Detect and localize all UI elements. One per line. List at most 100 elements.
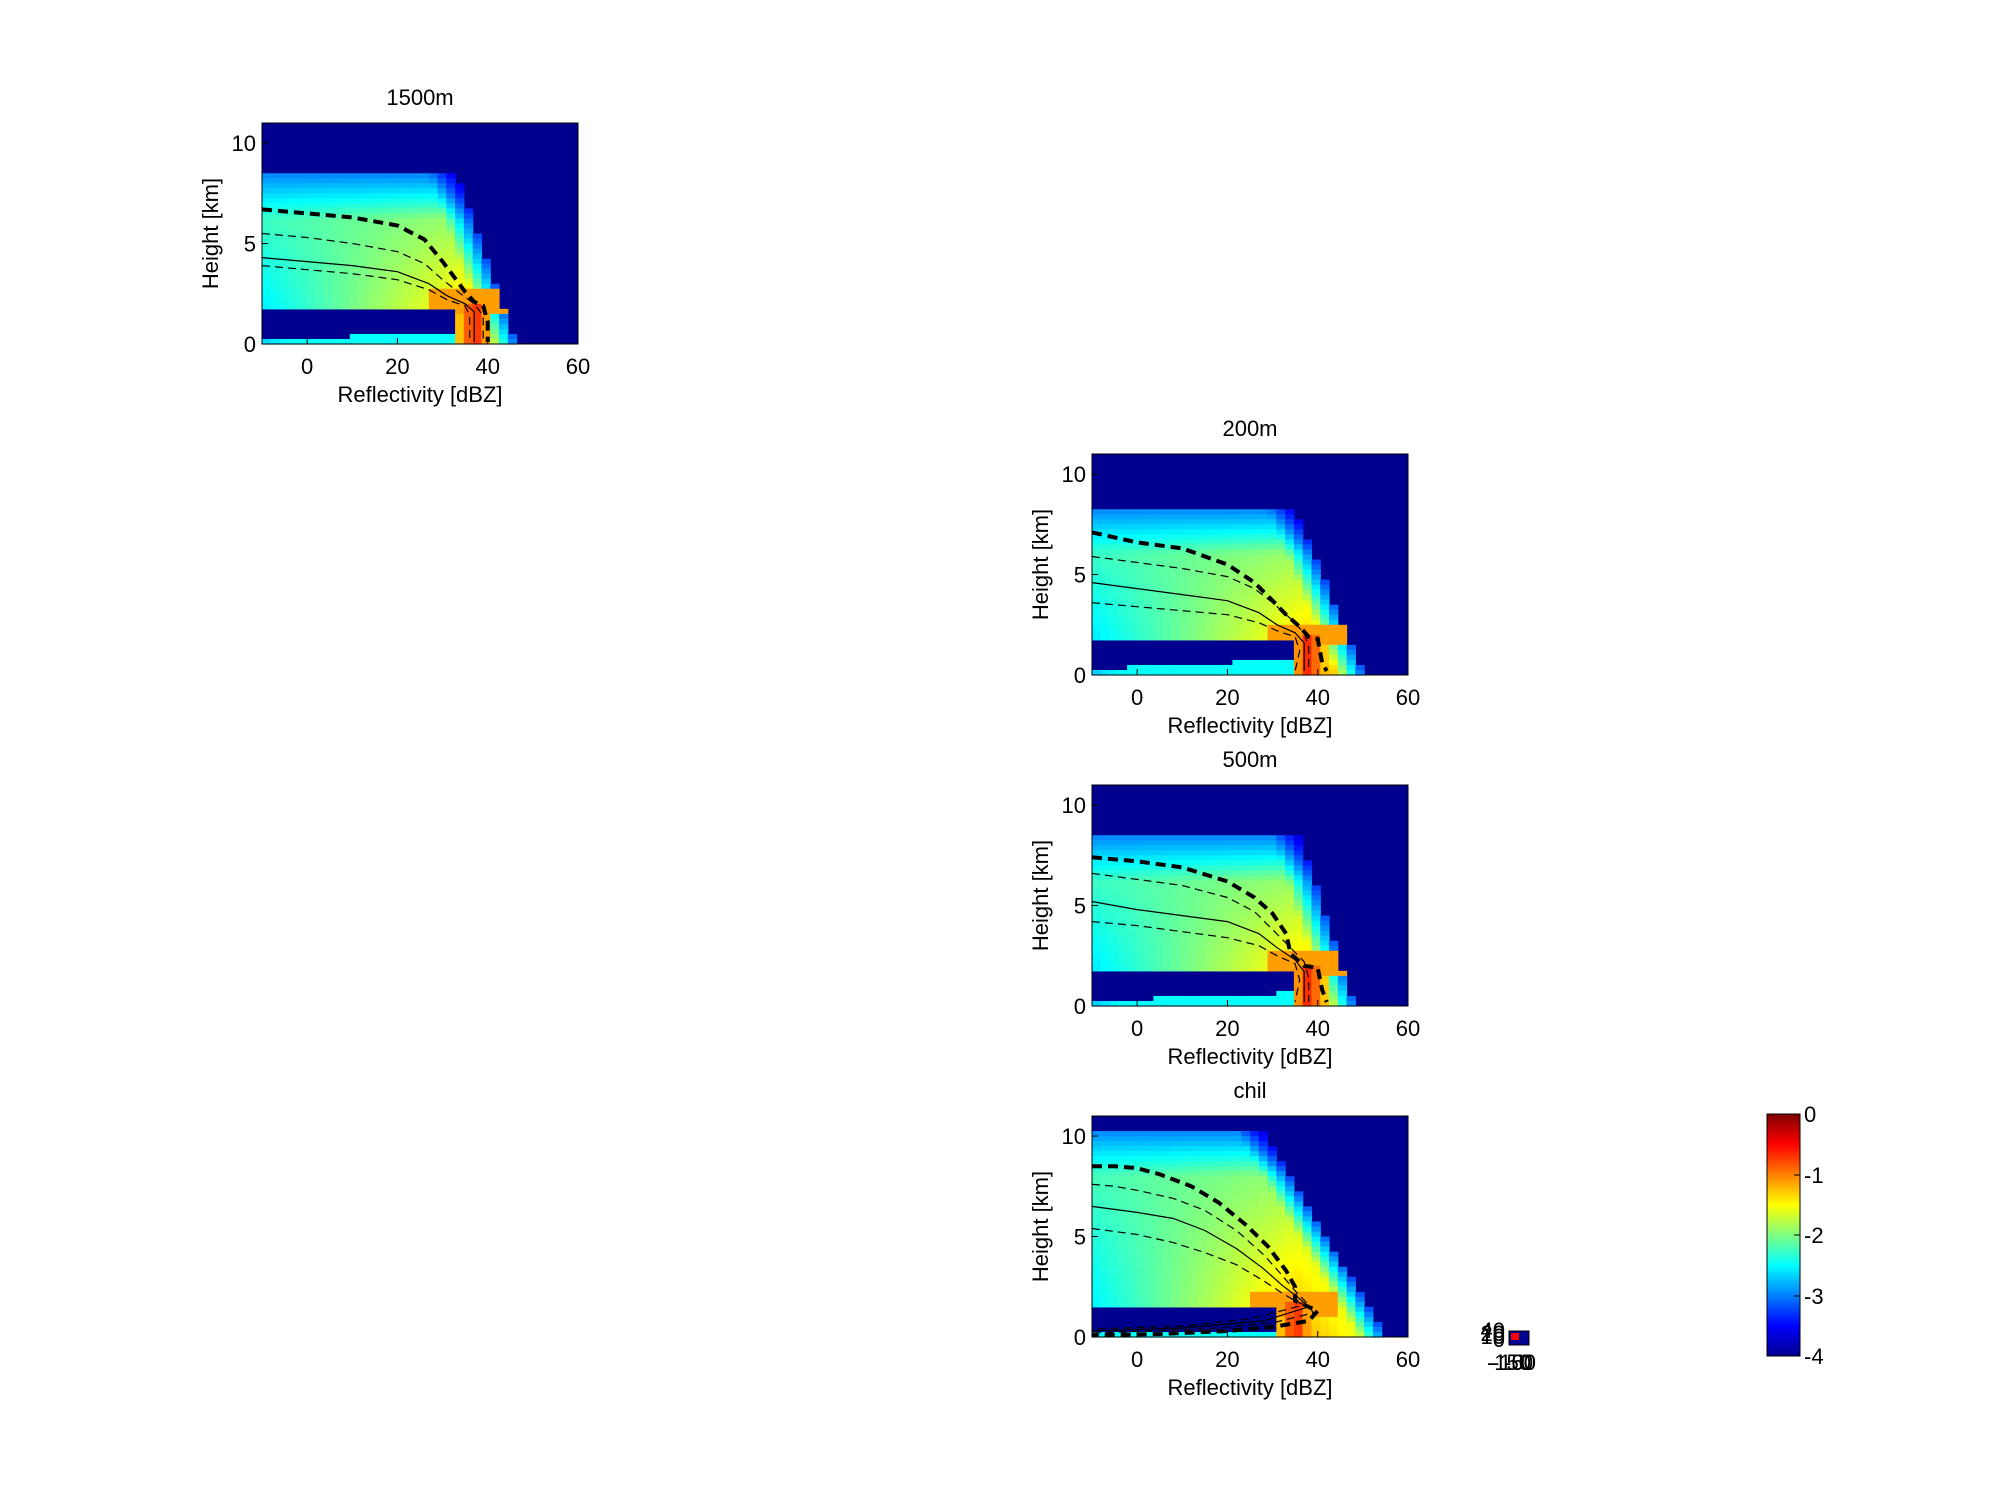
heatmap-cell — [1092, 1191, 1102, 1197]
heatmap-cell — [1118, 1276, 1128, 1283]
x-tick-label: 0 — [1131, 1016, 1143, 1041]
heatmap-cell — [1241, 1271, 1251, 1278]
heatmap-cell — [411, 228, 421, 235]
heatmap-cell — [1293, 985, 1304, 992]
heatmap-cell — [1223, 1286, 1234, 1293]
heatmap-cell — [1206, 955, 1216, 962]
heatmap-cell — [1258, 1256, 1269, 1263]
heatmap-cell — [1276, 935, 1286, 942]
heatmap-cell — [1135, 559, 1146, 566]
heatmap-cell — [1293, 1236, 1304, 1243]
heatmap-cell — [1293, 905, 1304, 912]
heatmap-cell — [279, 278, 289, 285]
heatmap-cell — [1206, 1196, 1216, 1202]
heatmap-cell — [1162, 1181, 1172, 1187]
heatmap-cell — [1179, 840, 1190, 846]
heatmap-cell — [1285, 1176, 1295, 1182]
heatmap-cell — [1258, 1271, 1269, 1278]
heatmap-cell — [1320, 1301, 1330, 1308]
heatmap-cell — [1171, 514, 1181, 520]
heatmap-cell — [1241, 1131, 1251, 1137]
heatmap-cell — [1241, 554, 1251, 561]
heatmap-cell — [1276, 1311, 1286, 1318]
heatmap-cell — [1197, 1161, 1207, 1167]
heatmap-cell — [1223, 599, 1234, 606]
heatmap-cell — [358, 333, 368, 340]
heatmap-cell — [1320, 965, 1330, 972]
heatmap-cell — [1293, 669, 1304, 676]
heatmap-cell — [463, 218, 474, 225]
heatmap-cell — [1241, 995, 1251, 1002]
heatmap-cell — [384, 253, 395, 260]
heatmap-cell — [1188, 1166, 1198, 1172]
heatmap-cell — [1162, 965, 1172, 972]
heatmap-cell — [349, 273, 360, 280]
heatmap-cell — [1135, 945, 1146, 952]
heatmap-cell — [1223, 539, 1234, 546]
heatmap-cell — [1188, 1131, 1198, 1137]
small-axes-tick-label: 20 — [1481, 1321, 1505, 1346]
heatmap-cell — [270, 218, 281, 225]
heatmap-cell — [323, 203, 333, 209]
heatmap-cell — [1302, 544, 1313, 551]
heatmap-cell — [1276, 509, 1286, 515]
heatmap-cell — [1100, 1141, 1111, 1147]
heatmap-cell — [1118, 1281, 1128, 1288]
heatmap-cell — [472, 308, 483, 315]
heatmap-cell — [1206, 1000, 1216, 1007]
heatmap-cell — [1144, 1251, 1155, 1258]
heatmap-cell — [1293, 559, 1304, 566]
heatmap-cell — [1188, 835, 1198, 841]
heatmap-cell — [262, 223, 272, 230]
heatmap-cell — [1346, 1281, 1356, 1288]
heatmap-cell — [1293, 870, 1304, 877]
heatmap-cell — [1285, 1181, 1295, 1187]
heatmap-cell — [1188, 1266, 1198, 1273]
heatmap-cell — [393, 263, 404, 270]
heatmap-cell — [1188, 534, 1198, 540]
heatmap-cell — [411, 283, 421, 290]
heatmap-cell — [446, 228, 456, 235]
heatmap-cell — [1188, 664, 1198, 671]
heatmap-cell — [1276, 519, 1286, 525]
heatmap-cell — [1118, 1251, 1128, 1258]
heatmap-cell — [1250, 544, 1260, 551]
heatmap-cell — [1118, 1261, 1128, 1268]
heatmap-cell — [1100, 1241, 1111, 1248]
heatmap-cell — [428, 293, 439, 300]
heatmap-cell — [1302, 1296, 1313, 1303]
heatmap-cell — [1135, 604, 1146, 611]
heatmap-cell — [1329, 1286, 1339, 1293]
heatmap-cell — [1311, 975, 1321, 982]
heatmap-cell — [455, 198, 465, 204]
heatmap-cell — [472, 263, 483, 270]
heatmap-cell — [1337, 629, 1348, 636]
heatmap-cell — [1250, 569, 1260, 576]
heatmap-cell — [446, 243, 456, 250]
heatmap-cell — [1127, 529, 1137, 535]
heatmap-cell — [1109, 519, 1119, 525]
heatmap-cell — [1329, 649, 1339, 656]
heatmap-cell — [1162, 624, 1172, 631]
heatmap-cell — [1171, 1276, 1181, 1283]
heatmap-cell — [1232, 1146, 1242, 1152]
heatmap-cell — [297, 203, 307, 209]
heatmap-cell — [1135, 619, 1146, 626]
heatmap-cell — [1293, 910, 1304, 917]
heatmap-cell — [1206, 1291, 1216, 1298]
heatmap-cell — [1153, 1191, 1163, 1197]
heatmap-cell — [1241, 559, 1251, 566]
heatmap-cell — [1153, 865, 1163, 871]
heatmap-cell — [455, 288, 465, 295]
heatmap-cell — [1267, 1161, 1277, 1167]
heatmap-cell — [1223, 1201, 1234, 1208]
heatmap-cell — [1293, 649, 1304, 656]
heatmap-cell — [1223, 1331, 1234, 1338]
heatmap-cell — [1127, 1241, 1137, 1248]
heatmap-cell — [1100, 870, 1111, 877]
heatmap-cell — [1302, 589, 1313, 596]
heatmap-cell — [1285, 1196, 1295, 1202]
heatmap-cell — [1171, 554, 1181, 561]
heatmap-cell — [1100, 599, 1111, 606]
heatmap-cell — [1285, 965, 1295, 972]
